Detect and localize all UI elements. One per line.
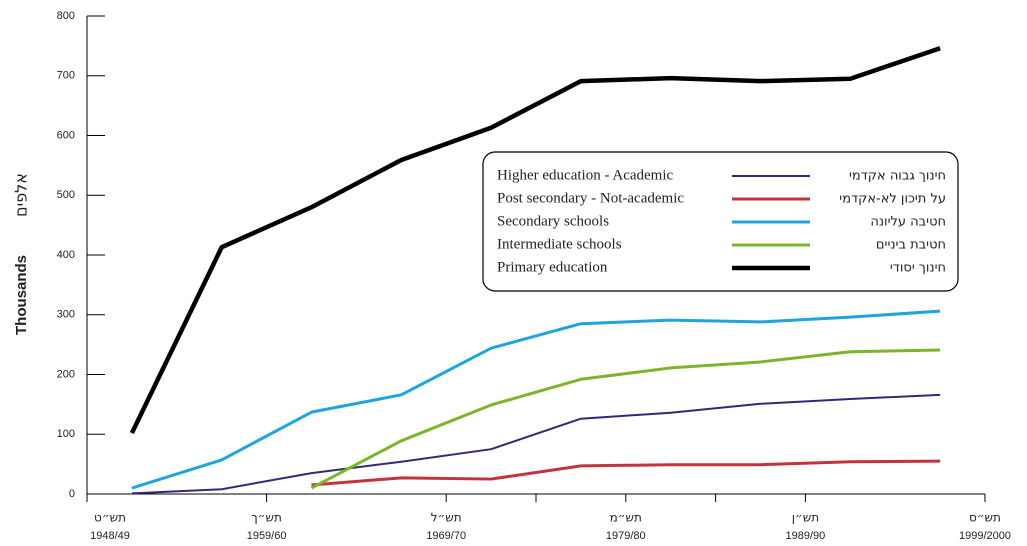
x-tick-label-hebrew: תש״ך	[251, 511, 282, 525]
x-tick-label: 1989/90	[786, 530, 826, 542]
legend-label-hebrew: חינוך יסודי	[890, 261, 946, 276]
y-tick-label: 200	[57, 368, 75, 380]
y-tick-label: 0	[69, 488, 75, 500]
y-tick-label: 800	[57, 10, 75, 22]
x-tick-label-hebrew: תש״מ	[610, 511, 642, 525]
legend-label-hebrew: חינוך גבוה אקדמי	[849, 169, 946, 184]
series-line	[311, 459, 941, 487]
series-line	[131, 309, 941, 490]
legend-label: Higher education - Academic	[497, 167, 674, 183]
y-axis-label: Thousands	[13, 255, 30, 335]
y-axis-label-hebrew: אלפים	[12, 173, 31, 217]
series-line	[131, 393, 941, 495]
legend-label: Primary education	[497, 259, 608, 275]
y-tick-label: 500	[57, 189, 75, 201]
series-line	[129, 46, 941, 435]
x-tick-label-hebrew: תש״ן	[792, 511, 819, 525]
legend-label: Intermediate schools	[497, 236, 622, 252]
legend-label-hebrew: על תיכון לא-אקדמי	[839, 192, 946, 207]
y-tick-label: 100	[57, 428, 75, 440]
x-tick-label: 1979/80	[606, 530, 646, 542]
legend-label: Secondary schools	[497, 213, 609, 229]
y-tick-label: 400	[57, 249, 75, 261]
x-tick-label: 1999/2000	[959, 530, 1011, 542]
x-tick-label: 1959/60	[247, 530, 287, 542]
series-line	[310, 348, 941, 490]
legend-label-hebrew: חטיבה עליונה	[870, 215, 946, 230]
x-tick-label: 1969/70	[426, 530, 466, 542]
y-tick-label: 300	[57, 309, 75, 321]
x-tick-label-hebrew: תש״ס	[969, 511, 1001, 525]
x-tick-label-hebrew: תש״ל	[431, 511, 462, 525]
x-tick-label-hebrew: תש״ט	[94, 511, 126, 525]
y-tick-label: 600	[57, 129, 75, 141]
legend-box	[482, 151, 959, 292]
legend-label-hebrew: חטיבת ביניים	[876, 238, 946, 253]
legend-label: Post secondary - Not-academic	[497, 190, 684, 206]
x-tick-label: 1948/49	[90, 530, 130, 542]
y-tick-label: 700	[57, 70, 75, 82]
